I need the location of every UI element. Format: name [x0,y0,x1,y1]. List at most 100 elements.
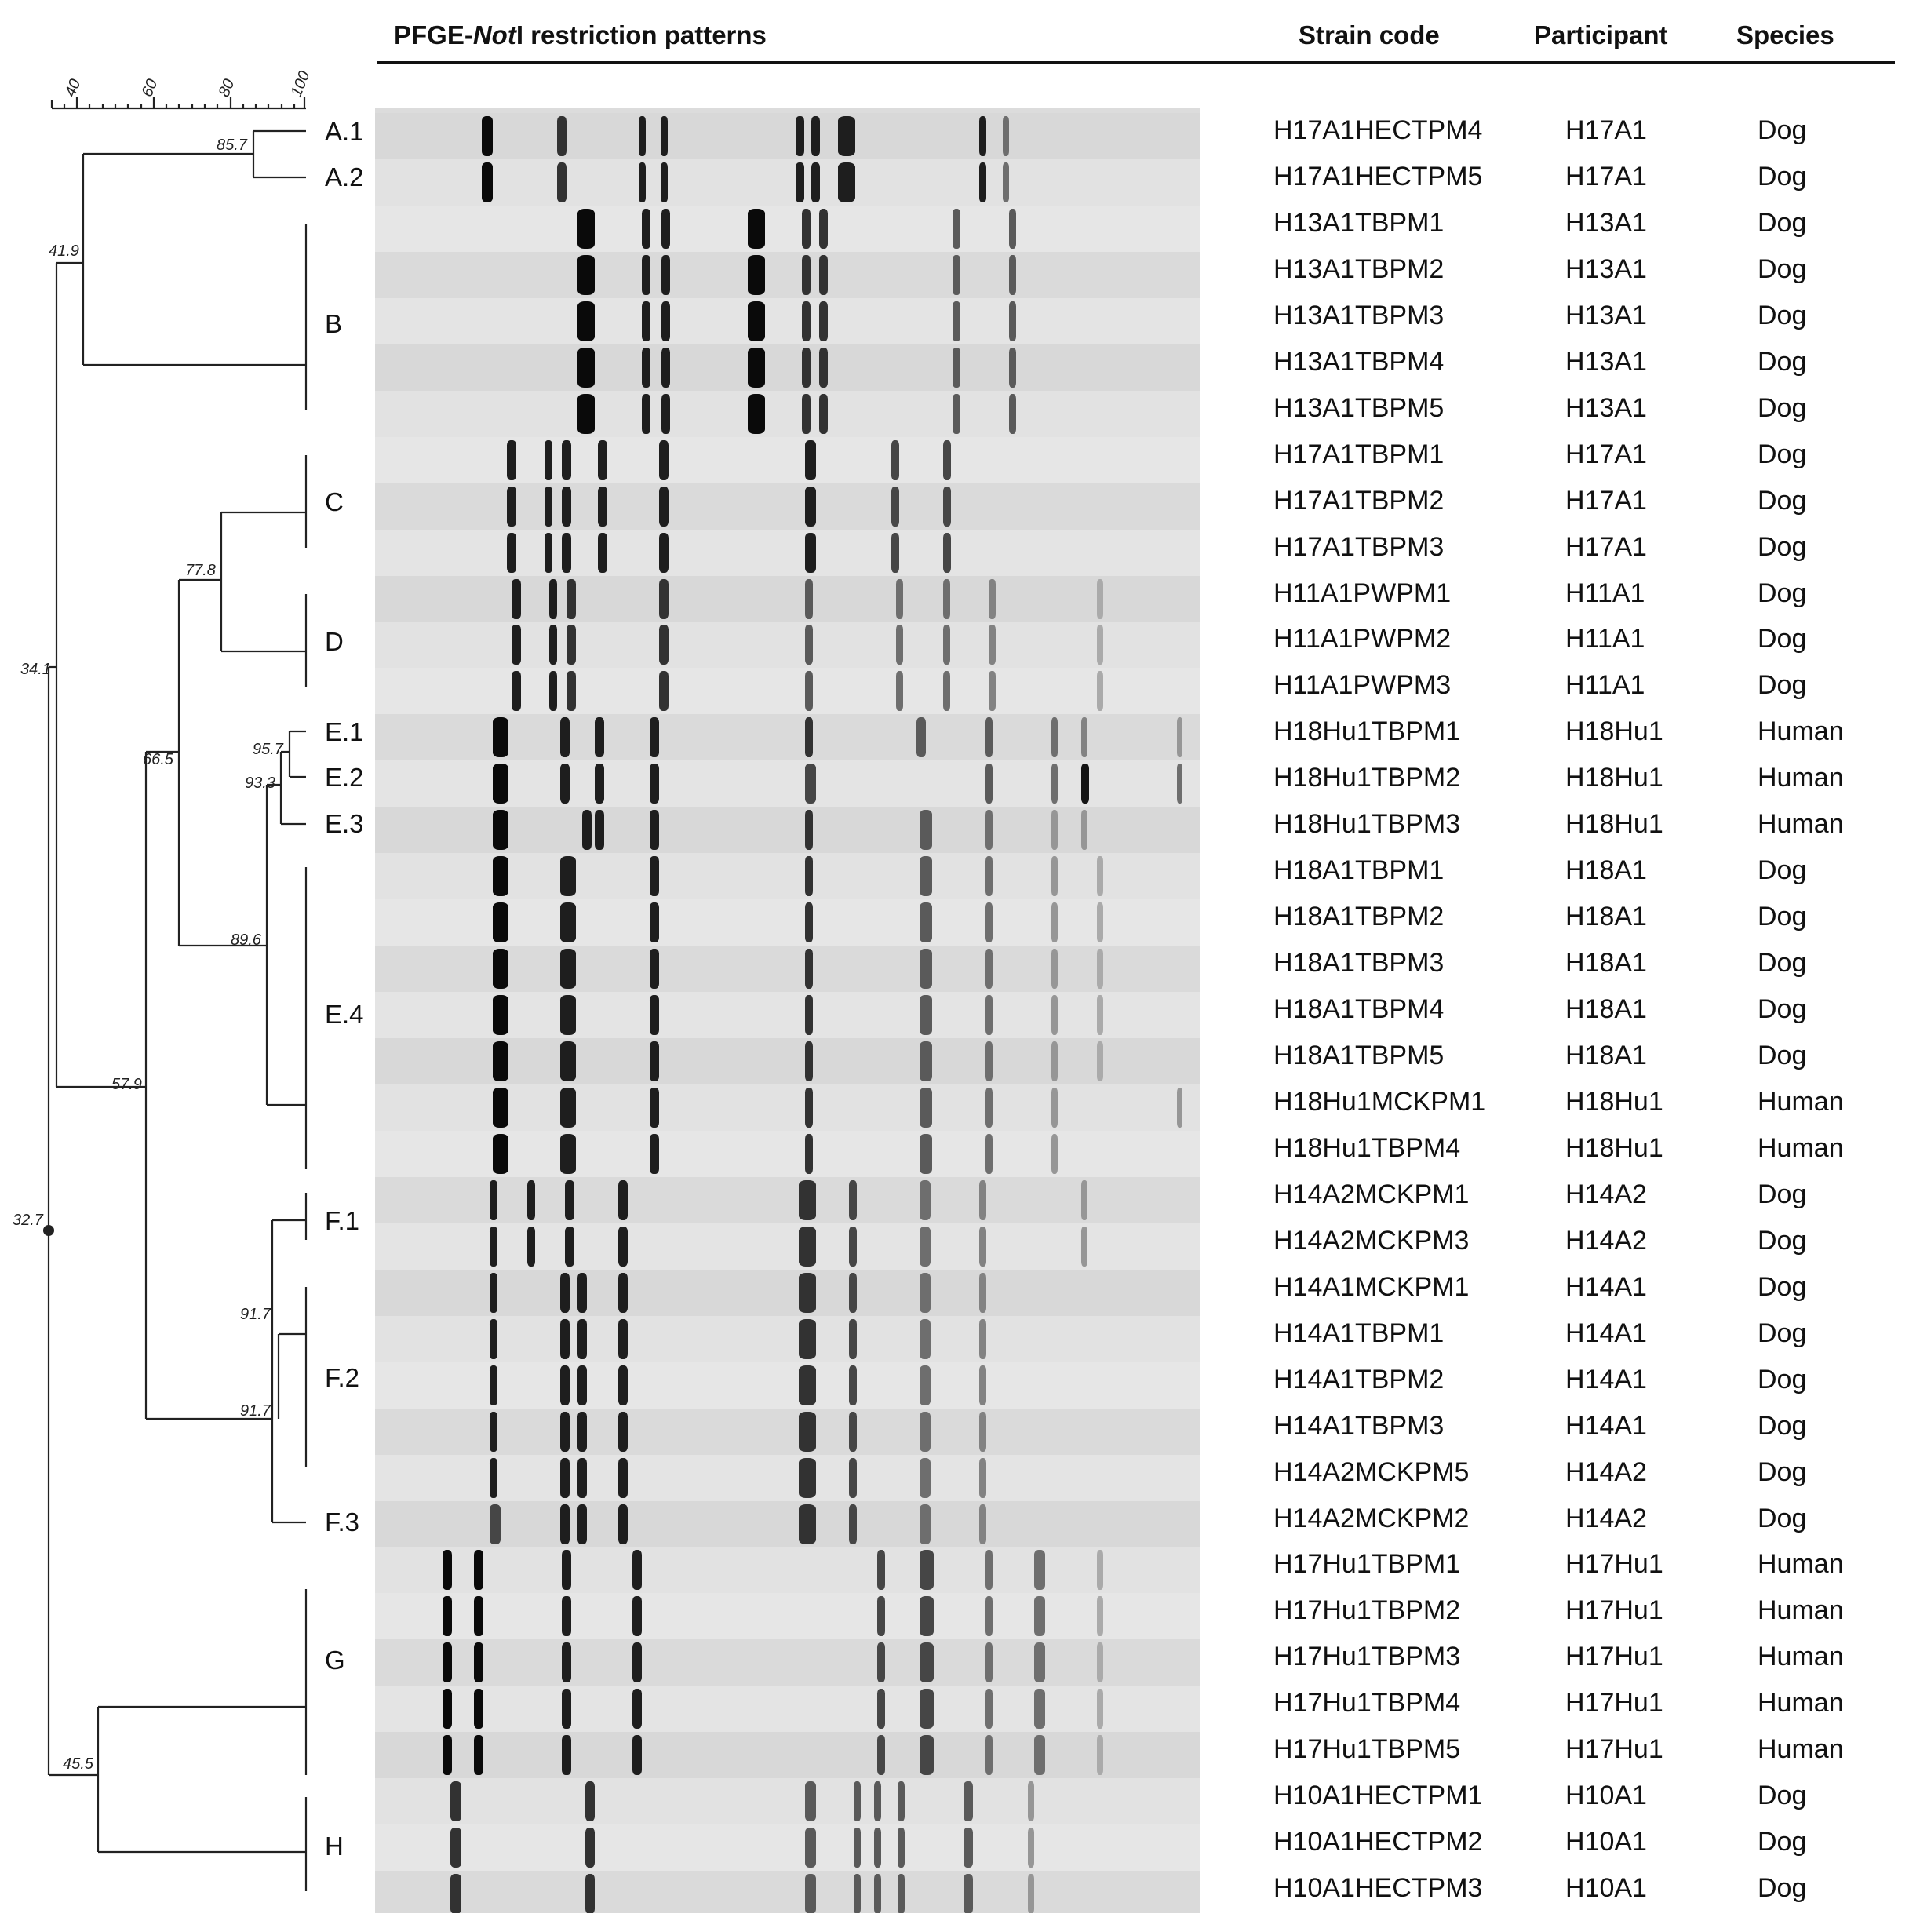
participant-header: Participant [1534,20,1668,49]
gel-band [985,1689,993,1729]
gel-band [443,1735,452,1775]
gel-band [560,764,570,804]
gel-lane [375,483,1200,530]
gel-band [450,1874,461,1913]
gel-band [493,1088,508,1128]
gel-band [805,487,816,527]
table-cell-species: Human [1758,1688,1844,1718]
table-cell-participant: H18A1 [1565,1041,1647,1070]
table-cell-participant: H14A1 [1565,1365,1647,1394]
gel-band [874,1828,881,1868]
gel-band [567,625,576,665]
table-cell-strain: H17Hu1TBPM4 [1273,1688,1461,1718]
table-cell-participant: H14A2 [1565,1457,1647,1487]
gel-lane [375,206,1200,252]
gel-band [802,301,811,341]
gel-band [650,995,659,1035]
gel-band [796,116,804,156]
gel-band [1034,1735,1045,1775]
gel-band [443,1689,452,1729]
gel-band [1081,717,1087,757]
gel-band [819,348,828,388]
table-cell-species: Dog [1758,1457,1807,1487]
table-cell-species: Human [1758,716,1844,746]
gel-band [577,255,595,295]
gel-lane [375,1038,1200,1084]
gel-band [659,625,669,665]
gel-band [985,717,993,757]
gel-band [920,1319,931,1359]
gel-band [650,1041,659,1081]
table-cell-participant: H13A1 [1565,301,1647,330]
gel-band [618,1319,628,1359]
gel-band [474,1689,483,1729]
table-cell-species: Dog [1758,254,1807,284]
gel-band [661,394,670,434]
gel-band [1081,1227,1087,1267]
gel-band [618,1273,628,1313]
gel-band [819,394,828,434]
table-cell-species: Dog [1758,393,1807,423]
gel-band [953,255,960,295]
gel-band [748,348,765,388]
table-cell-strain: H17Hu1TBPM2 [1273,1595,1461,1625]
gel-band [545,533,552,573]
cluster-label: H [325,1832,344,1861]
gel-band [799,1180,816,1220]
gel-band [805,1781,816,1821]
gel-lane [375,714,1200,760]
gel-band [1097,1689,1103,1729]
gel-band [565,1180,574,1220]
gel-band [545,440,552,480]
gel-band [661,348,670,388]
gel-band [618,1412,628,1452]
table-cell-species: Dog [1758,532,1807,562]
gel-band [920,1134,932,1174]
gel-band [1034,1689,1045,1729]
gel-band [849,1180,857,1220]
gel-band [632,1642,642,1682]
table-cell-strain: H13A1TBPM4 [1273,347,1445,377]
gel-band [1009,209,1016,249]
gel-band [805,1874,816,1913]
gel-band [1051,717,1058,757]
gel-band [805,995,813,1035]
gel-lane [375,1593,1200,1639]
gel-band [1097,1596,1103,1636]
gel-band [796,162,804,202]
gel-band [1028,1828,1034,1868]
gel-band [618,1180,628,1220]
gel-band [659,579,669,619]
table-cell-species: Human [1758,1549,1844,1579]
gel-band [805,579,813,619]
gel-band [632,1735,642,1775]
table-cell-participant: H13A1 [1565,254,1647,284]
gel-band [877,1689,885,1729]
gel-band [618,1458,628,1498]
gel-band [639,162,646,202]
table-cell-participant: H11A1 [1565,624,1645,654]
table-cell-strain: H18Hu1TBPM4 [1273,1133,1461,1163]
gel-band [877,1642,885,1682]
gel-band [565,1227,574,1267]
gel-lane [375,1084,1200,1131]
gel-band [661,162,668,202]
table-cell-participant: H10A1 [1565,1827,1647,1857]
gel-band [474,1596,483,1636]
gel-band [474,1550,483,1590]
table-cell-species: Dog [1758,1504,1807,1533]
table-cell-strain: H17A1TBPM1 [1273,439,1445,469]
gel-band [595,717,604,757]
table-cell-strain: H18Hu1TBPM3 [1273,809,1461,839]
gel-band [490,1458,497,1498]
gel-band [819,255,828,295]
gel-band [989,579,996,619]
table-cell-species: Dog [1758,948,1807,978]
gel-band [493,1041,508,1081]
gel-band [877,1596,885,1636]
gel-band [1097,856,1103,896]
gel-lane [375,1778,1200,1824]
gel-band [920,1504,931,1544]
gel-band [985,764,993,804]
table-cell-species: Dog [1758,301,1807,330]
